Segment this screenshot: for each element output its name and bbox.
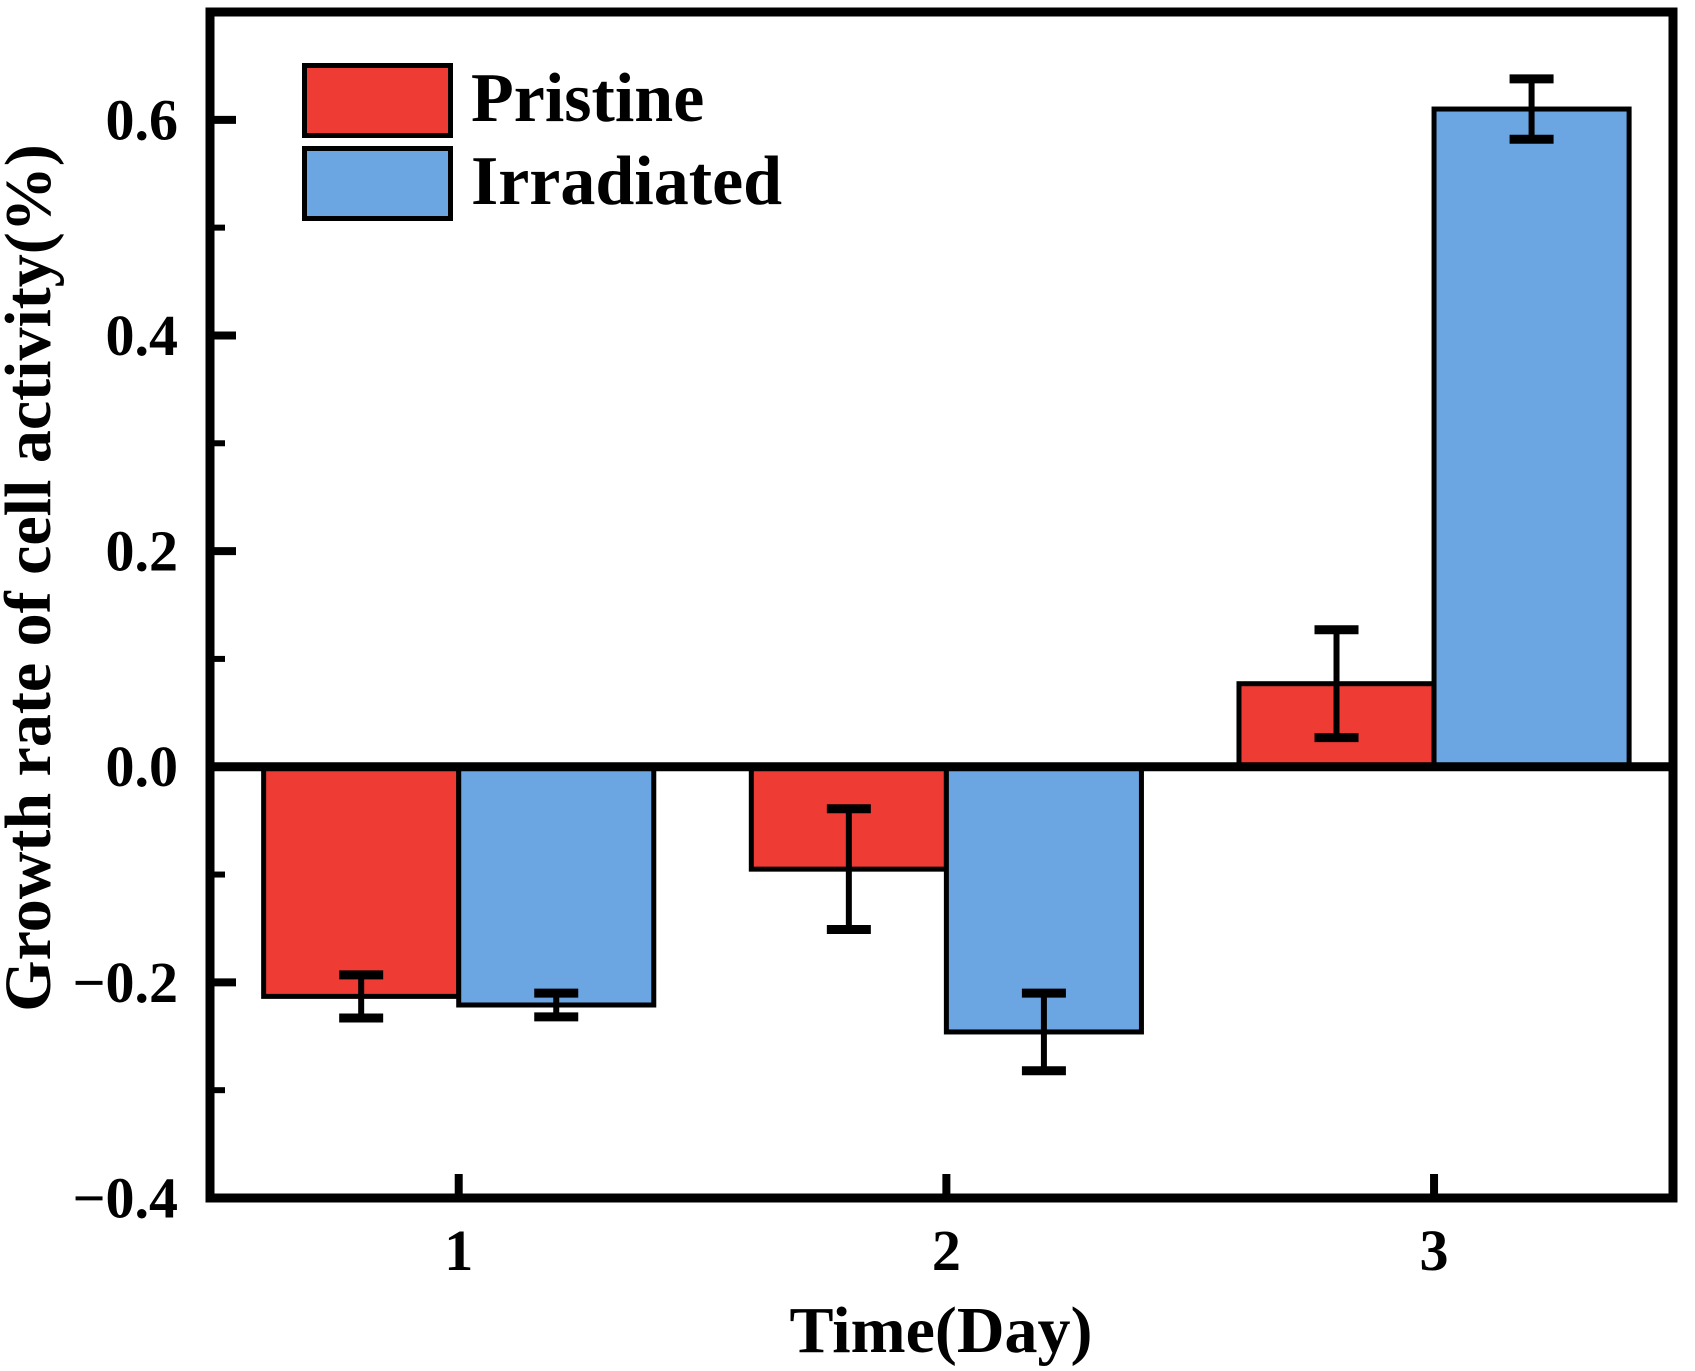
legend-label-irradiated: Irradiated [471,142,783,220]
y-axis-tick-label: 0.6 [106,87,179,152]
chart-plot-area: −0.4 −0.2 0.0 0.2 0.4 0.6 1 2 3 [72,7,1678,1283]
legend-swatch-pristine [302,63,453,138]
legend-swatch-irradiated [302,146,453,221]
bar-pristine-day1 [261,764,462,999]
plot-frame [205,7,1678,1203]
x-axis-tick-label: 1 [444,1218,473,1283]
legend-item-pristine: Pristine [302,63,782,138]
legend: Pristine Irradiated [302,63,782,221]
y-axis-tick-label: 0.0 [106,734,179,799]
y-axis-title: Growth rate of cell activity(%) [0,144,65,1011]
x-axis-tick-label: 2 [932,1218,961,1283]
x-axis-tick-label: 3 [1420,1218,1449,1283]
bar-irradiated-day3 [1431,106,1632,770]
legend-label-pristine: Pristine [471,59,705,137]
legend-item-irradiated: Irradiated [302,146,782,221]
y-axis-tick-label: 0.4 [106,303,179,368]
y-axis-tick-label: −0.2 [72,950,178,1015]
y-axis-tick-label: −0.4 [72,1166,178,1231]
x-axis-title: Time(Day) [789,1294,1092,1367]
y-axis-tick-label: 0.2 [106,519,179,584]
bar-irradiated-day1 [456,764,657,1008]
